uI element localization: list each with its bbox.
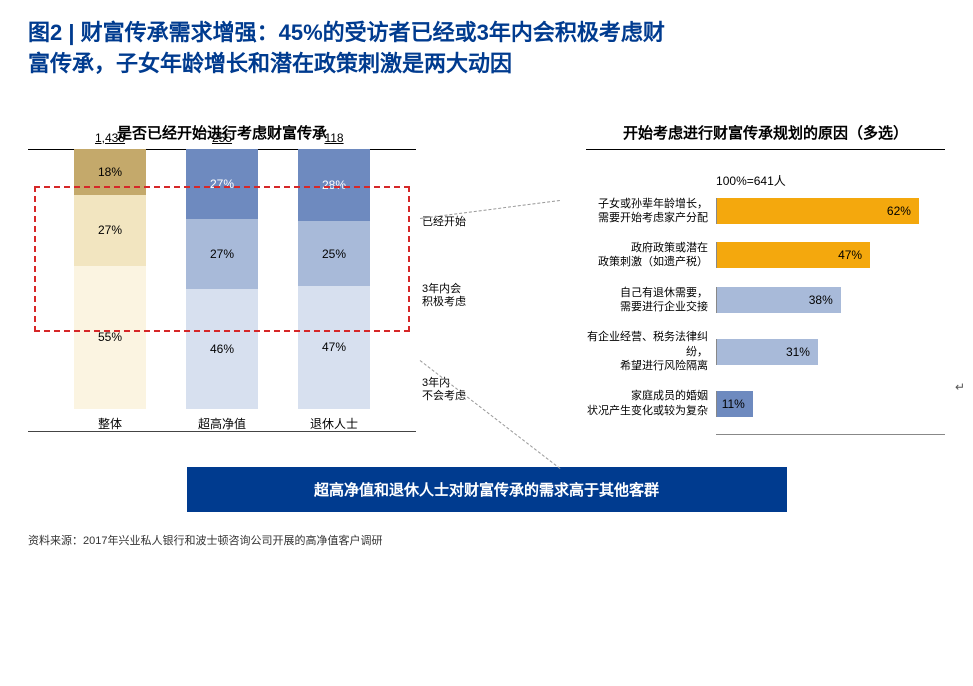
bar-segment: 46% [186, 289, 258, 409]
figure-title: 图2 | 财富传承需求增强：45%的受访者已经或3年内会积极考虑财 富传承，子女… [28, 18, 945, 80]
hbar-row: 子女或孙辈年龄增长， 需要开始考虑家产分配62% [586, 197, 945, 226]
stacked-bar: 27%27%46% [186, 149, 258, 409]
bar-group: 1,438 18%27%55% 整体 [74, 131, 146, 432]
paragraph-end-mark: ↵ [955, 380, 965, 394]
bar-n-label: 255 [212, 131, 232, 145]
bar-n-label: 118 [324, 131, 343, 145]
hbar-x-axis [716, 434, 945, 435]
hbar-rows: 子女或孙辈年龄增长， 需要开始考虑家产分配62%政府政策或潜在 政策刺激（如遗产… [586, 197, 945, 434]
hbar-row: 家庭成员的婚姻 状况产生变化或较为复杂11% [586, 389, 945, 418]
title-line-1: 图2 | 财富传承需求增强：45%的受访者已经或3年内会积极考虑财 [28, 20, 665, 45]
hbar-label: 政府政策或潜在 政策刺激（如遗产税） [586, 241, 716, 270]
hbar-row: 有企业经营、税务法律纠纷， 希望进行风险隔离31% [586, 330, 945, 373]
hbar-label: 家庭成员的婚姻 状况产生变化或较为复杂 [586, 389, 716, 418]
hbar-label: 有企业经营、税务法律纠纷， 希望进行风险隔离 [586, 330, 716, 373]
stacked-chart-plot: 1,43818%27%55%整体25527%27%46%超高净值11828%25… [28, 172, 416, 432]
hbar-label: 子女或孙辈年龄增长， 需要开始考虑家产分配 [586, 197, 716, 226]
bar-segment: 27% [186, 219, 258, 289]
hbar-chart-title: 开始考虑进行财富传承规划的原因（多选） [586, 122, 945, 150]
charts-row: 是否已经开始进行考虑财富传承 1,43818%27%55%整体25527%27%… [28, 122, 945, 435]
bar-x-label: 退休人士 [310, 415, 358, 432]
source-note: 资料来源：2017年兴业私人银行和波士顿咨询公司开展的高净值客户调研 [28, 532, 945, 548]
hbar-track: 31% [716, 339, 945, 365]
hbar-track: 11% [716, 391, 945, 417]
hbar-chart: 开始考虑进行财富传承规划的原因（多选） 100%=641人 子女或孙辈年龄增长，… [586, 122, 945, 435]
x-axis-line [28, 431, 416, 432]
hbar-track: 38% [716, 287, 945, 313]
segment-side-label: 3年内会 积极考虑 [422, 283, 466, 309]
stacked-chart: 是否已经开始进行考虑财富传承 1,43818%27%55%整体25527%27%… [28, 122, 416, 435]
hbar-n-note: 100%=641人 [716, 172, 945, 189]
stacked-bar: 28%25%47% [298, 149, 370, 409]
bar-n-label: 1,438 [95, 131, 125, 145]
hbar-fill: 38% [717, 287, 841, 313]
hbar-fill: 11% [717, 391, 753, 417]
bar-segment: 27% [186, 149, 258, 219]
callout-text: 超高净值和退休人士对财富传承的需求高于其他客群 [314, 482, 659, 499]
hbar-row: 自己有退休需要， 需要进行企业交接38% [586, 286, 945, 315]
bar-segment: 18% [74, 149, 146, 196]
hbar-fill: 47% [717, 242, 870, 268]
hbar-label: 自己有退休需要， 需要进行企业交接 [586, 286, 716, 315]
bar-segment: 25% [298, 221, 370, 286]
stacked-bar: 18%27%55% [74, 149, 146, 409]
hbar-fill: 31% [717, 339, 818, 365]
hbar-row: 政府政策或潜在 政策刺激（如遗产税）47% [586, 241, 945, 270]
bar-group: 118 28%25%47% 退休人士 [298, 131, 370, 432]
hbar-fill: 62% [717, 198, 919, 224]
bar-segment: 47% [298, 286, 370, 408]
bar-group: 25527%27%46%超高净值 [186, 131, 258, 432]
bar-segment: 55% [74, 266, 146, 409]
hbar-track: 62% [716, 198, 945, 224]
hbar-track: 47% [716, 242, 945, 268]
bar-x-label: 超高净值 [198, 415, 246, 432]
callout-box: 超高净值和退休人士对财富传承的需求高于其他客群 [187, 467, 787, 512]
bar-segment: 27% [74, 195, 146, 265]
bar-segment: 28% [298, 149, 370, 222]
bar-x-label: 整体 [98, 415, 122, 432]
title-line-2: 富传承，子女年龄增长和潜在政策刺激是两大动因 [28, 51, 512, 76]
